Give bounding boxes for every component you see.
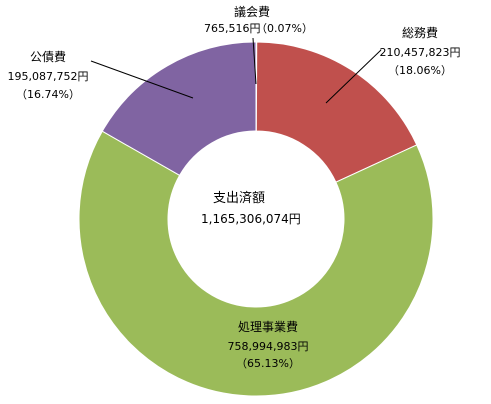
label-somu-percent: （18.06%） [388, 64, 452, 77]
label-kosai-percent: （16.74%） [16, 88, 80, 101]
slice-somu [255, 41, 418, 183]
label-somu-value: 210,457,823円 [380, 46, 461, 59]
slice-shori [78, 130, 434, 397]
leader-lines [90, 37, 382, 104]
label-kosai-value: 195,087,752円 [8, 70, 89, 83]
label-shori-name: 処理事業費 [238, 319, 298, 334]
slice-kosai [101, 41, 257, 177]
label-somu-name: 総務費 [402, 25, 438, 40]
label-gikai-name: 議会費 [234, 4, 270, 19]
center-title: 支出済額 [213, 190, 265, 206]
slice-group [78, 41, 434, 397]
label-gikai-value: 765,516円 [204, 22, 261, 35]
leader-line-gikai [252, 37, 257, 85]
label-gikai-percent: （0.07%） [256, 22, 313, 35]
label-shori-value: 758,994,983円 [228, 340, 309, 353]
leader-line-somu [325, 49, 382, 104]
label-kosai-name: 公債費 [30, 49, 66, 64]
center-total: 1,165,306,074円 [201, 212, 301, 226]
label-shori-percent: （65.13%） [236, 357, 300, 370]
leader-line-kosai [90, 60, 194, 99]
